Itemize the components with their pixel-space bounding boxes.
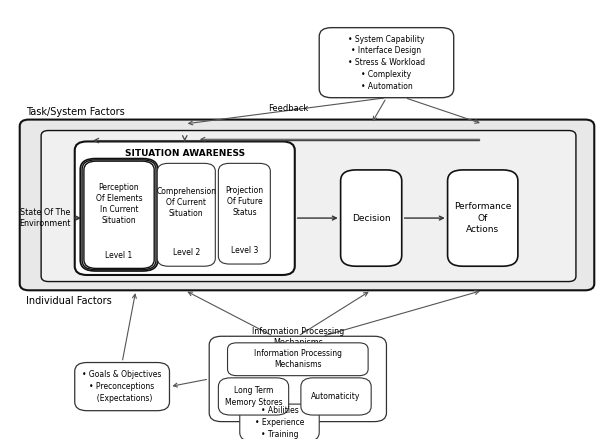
Text: Projection
Of Future
Status: Projection Of Future Status (225, 186, 263, 217)
Text: Level 1: Level 1 (106, 251, 133, 260)
FancyBboxPatch shape (209, 336, 386, 422)
Text: Performance
Of
Actions: Performance Of Actions (454, 202, 511, 234)
FancyBboxPatch shape (75, 363, 169, 411)
FancyBboxPatch shape (20, 119, 594, 290)
FancyBboxPatch shape (239, 404, 319, 441)
Text: Automaticity: Automaticity (311, 392, 360, 401)
Text: SITUATION AWARENESS: SITUATION AWARENESS (125, 149, 245, 159)
Text: Individual Factors: Individual Factors (26, 296, 112, 305)
Text: Comprehension
Of Current
Situation: Comprehension Of Current Situation (157, 187, 216, 218)
FancyBboxPatch shape (157, 163, 216, 266)
Text: • Abilities
• Experience
• Training: • Abilities • Experience • Training (255, 406, 304, 439)
FancyBboxPatch shape (319, 28, 454, 98)
Text: Task/System Factors: Task/System Factors (26, 107, 125, 117)
FancyBboxPatch shape (84, 161, 154, 269)
Text: Long Term
Memory Stores: Long Term Memory Stores (225, 386, 282, 407)
FancyBboxPatch shape (82, 160, 156, 270)
Text: Level 2: Level 2 (173, 249, 200, 258)
FancyBboxPatch shape (448, 170, 518, 266)
FancyBboxPatch shape (219, 378, 289, 415)
FancyBboxPatch shape (228, 343, 368, 376)
Text: Perception
Of Elements
In Current
Situation: Perception Of Elements In Current Situat… (96, 183, 142, 225)
FancyBboxPatch shape (341, 170, 402, 266)
Text: Decision: Decision (352, 214, 391, 222)
FancyBboxPatch shape (75, 142, 295, 275)
Text: Information Processing
Mechanisms: Information Processing Mechanisms (254, 349, 342, 369)
FancyBboxPatch shape (41, 131, 576, 281)
Text: Information Processing
Mechanisms: Information Processing Mechanisms (252, 327, 344, 347)
FancyBboxPatch shape (80, 159, 158, 271)
Text: Feedback: Feedback (268, 104, 309, 113)
Text: • System Capability
• Interface Design
• Stress & Workload
• Complexity
• Automa: • System Capability • Interface Design •… (348, 35, 425, 91)
Text: Level 3: Level 3 (231, 246, 258, 255)
FancyBboxPatch shape (301, 378, 371, 415)
FancyBboxPatch shape (219, 163, 270, 264)
Text: State Of The
Environment: State Of The Environment (20, 208, 71, 228)
Text: • Goals & Objectives
• Preconceptions
  (Expectations): • Goals & Objectives • Preconceptions (E… (82, 370, 162, 403)
